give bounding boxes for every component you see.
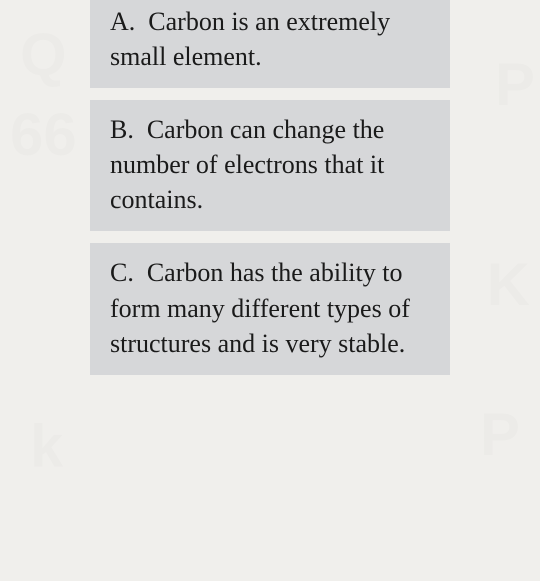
quiz-option-c[interactable]: C. Carbon has the ability to form many d… (90, 243, 450, 374)
option-text: Carbon has the ability to form many diff… (110, 258, 410, 357)
option-letter: B. (110, 115, 134, 144)
watermark-bg: k (30, 412, 63, 481)
option-letter: C. (110, 258, 134, 287)
option-text: Carbon can change the number of electron… (110, 115, 384, 214)
option-text: Carbon is an extremely small element. (110, 7, 390, 71)
option-letter: A. (110, 7, 135, 36)
quiz-options-list: A. Carbon is an extremely small element.… (0, 0, 540, 375)
quiz-option-b[interactable]: B. Carbon can change the number of elect… (90, 100, 450, 231)
watermark-bg: P (480, 400, 520, 469)
quiz-option-a[interactable]: A. Carbon is an extremely small element. (90, 0, 450, 88)
